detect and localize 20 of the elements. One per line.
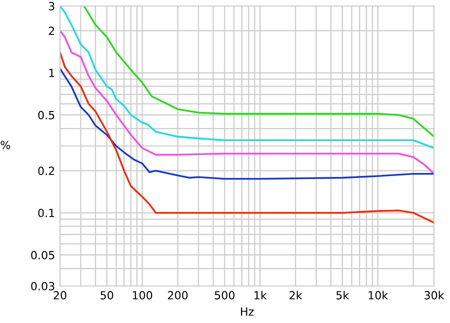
- x-tick-label: 5k: [336, 290, 350, 300]
- x-tick-label: 50: [100, 291, 114, 300]
- y-tick-label: 0.03: [31, 282, 54, 290]
- y-tick-label: 0.5: [38, 110, 54, 120]
- x-tick-label: 500: [214, 291, 234, 300]
- x-tick-label: 30k: [424, 290, 444, 300]
- x-tick-label: 20: [54, 291, 66, 300]
- y-tick-label: 1: [49, 68, 54, 78]
- x-tick-label: 1k: [254, 290, 267, 300]
- y-tick-label: 3: [48, 2, 54, 10]
- x-tick-label: 200: [168, 291, 188, 300]
- x-tick-label: 2k: [290, 290, 302, 300]
- y-tick-label: 0.1: [38, 208, 54, 218]
- x-tick-label: 100: [132, 291, 152, 300]
- y-tick-label: 2: [48, 26, 54, 35]
- y-axis-title: %: [0, 140, 10, 150]
- y-tick-label: 0.2: [38, 166, 54, 176]
- y-tick-label: 0.05: [31, 250, 54, 260]
- x-tick-label: 10k: [368, 290, 388, 300]
- x-axis-title: Hz: [240, 308, 254, 316]
